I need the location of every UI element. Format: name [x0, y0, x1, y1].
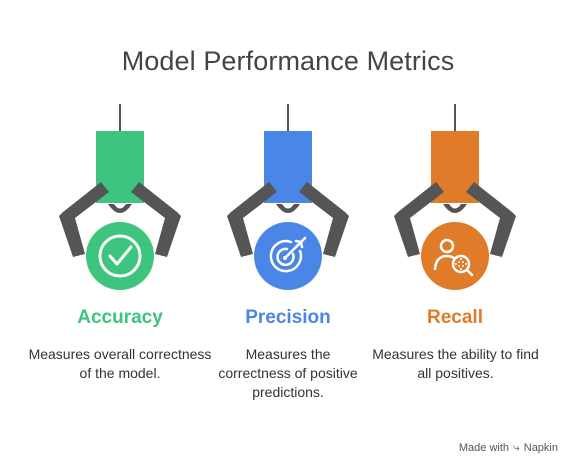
napkin-logo-icon: ⤷	[513, 440, 520, 454]
target-icon	[269, 236, 307, 273]
page-title: Model Performance Metrics	[121, 46, 455, 76]
claw-recall	[388, 104, 522, 292]
metric-desc-precision: Measures the correctness of positive pre…	[218, 346, 358, 400]
claw-accuracy	[53, 104, 187, 292]
metric-label-accuracy: Accuracy	[77, 307, 163, 328]
made-with-text: Made with	[458, 441, 510, 454]
napkin-brand-text: Napkin	[523, 441, 558, 454]
accuracy-circle	[86, 222, 154, 290]
claw-precision	[221, 104, 355, 292]
metric-desc-accuracy: Measures overall correctness of the mode…	[28, 346, 212, 381]
metric-desc-recall: Measures the ability to find all positiv…	[372, 346, 539, 381]
recall-circle	[421, 222, 489, 290]
metric-label-recall: Recall	[427, 307, 483, 328]
metric-label-precision: Precision	[245, 307, 331, 328]
person-search-icon	[433, 238, 474, 277]
footer-credit: Made with ⤷ Napkin	[459, 440, 558, 455]
checkmark-icon	[98, 234, 142, 278]
